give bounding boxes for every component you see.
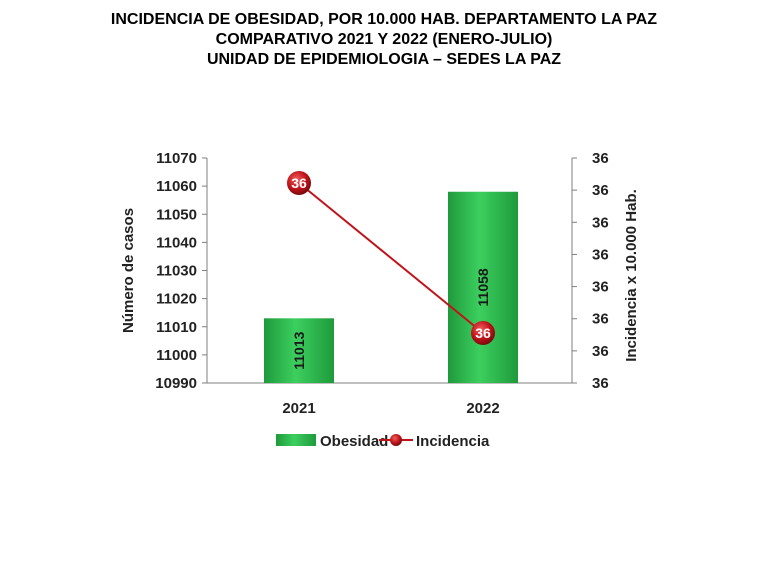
left-tick-label: 11010 [156, 319, 197, 336]
chart-title-block: INCIDENCIA DE OBESIDAD, POR 10.000 HAB. … [0, 10, 768, 70]
bar-2021 [264, 318, 334, 383]
legend-label-incidencia: Incidencia [416, 433, 490, 450]
right-tick-label: 36 [592, 214, 609, 231]
right-tick-label: 36 [592, 182, 609, 199]
y-axis-title: Número de casos [120, 208, 137, 333]
left-tick-label: 11060 [156, 178, 197, 195]
left-tick-label: 11040 [156, 234, 197, 251]
incidencia-line [298, 182, 484, 334]
chart-title: INCIDENCIA DE OBESIDAD, POR 10.000 HAB. … [110, 11, 658, 28]
chart-subtitle: COMPARATIVO 2021 Y 2022 (ENERO-JULIO) [215, 31, 553, 48]
y2-axis-title: Incidencia x 10.000 Hab. [623, 189, 640, 362]
right-tick-label: 36 [592, 279, 609, 296]
left-tick-label: 11030 [156, 263, 197, 280]
left-tick-label: 11050 [156, 206, 197, 223]
legend-swatch-obesidad [276, 434, 316, 446]
right-tick-label: 36 [592, 246, 609, 263]
incidencia-data-label: 36 [475, 325, 491, 341]
x-tick-label: 2022 [466, 400, 499, 417]
left-tick-label: 10990 [155, 375, 197, 392]
right-tick-label: 36 [592, 375, 609, 392]
left-tick-label: 11070 [156, 150, 197, 167]
left-tick-label: 11020 [156, 291, 197, 308]
bar-2022 [448, 191, 518, 383]
legend-marker-incidencia [390, 434, 402, 446]
bar-data-label: 11058 [475, 268, 491, 306]
incidencia-marker [471, 321, 495, 345]
legend-label-obesidad: Obesidad [320, 433, 388, 450]
bar-data-label: 11013 [291, 331, 307, 369]
incidencia-marker [287, 171, 311, 195]
right-tick-label: 36 [592, 343, 609, 360]
incidencia-data-label: 36 [291, 175, 307, 191]
chart-source: UNIDAD DE EPIDEMIOLOGIA – SEDES LA PAZ [206, 51, 562, 68]
x-tick-label: 2021 [282, 400, 315, 417]
right-tick-label: 36 [592, 311, 609, 328]
right-tick-label: 36 [592, 150, 609, 167]
left-tick-label: 11000 [156, 347, 197, 364]
